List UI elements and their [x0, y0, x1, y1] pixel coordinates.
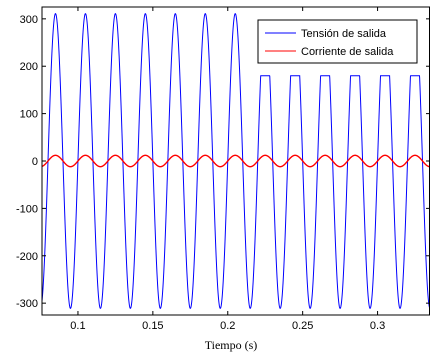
y-tick-label: 0: [32, 156, 38, 168]
x-tick-label: 0.1: [70, 320, 85, 332]
x-tick-label: 0.25: [292, 320, 313, 332]
legend-label-corriente: Corriente de salida: [301, 46, 394, 58]
y-tick-label: 200: [20, 61, 38, 73]
legend-label-tension: Tensión de salida: [301, 28, 387, 40]
y-tick-label: 300: [20, 14, 38, 26]
y-tick-label: -200: [16, 251, 38, 263]
series-line-corriente: [42, 154, 430, 168]
y-tick-label: -100: [16, 203, 38, 215]
legend: Tensión de salida Corriente de salida: [257, 19, 418, 64]
plot-area: [42, 13, 430, 309]
x-tick-label: 0.2: [220, 320, 235, 332]
legend-box: [257, 19, 418, 64]
y-tick-label: -300: [16, 298, 38, 310]
x-axis-label: Tiempo (s): [205, 338, 258, 352]
y-tick-label: 100: [20, 109, 38, 121]
series-line-tension: [42, 13, 430, 309]
x-tick-label: 0.3: [370, 320, 385, 332]
x-tick-label: 0.15: [142, 320, 163, 332]
